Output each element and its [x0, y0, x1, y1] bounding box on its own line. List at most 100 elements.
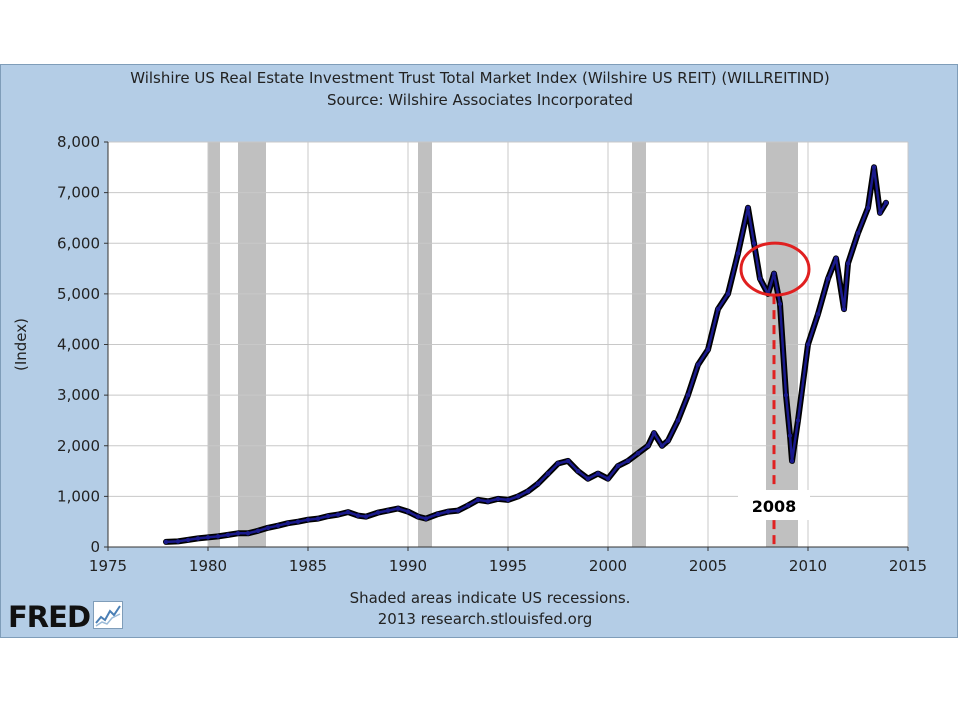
- data-point: [295, 519, 301, 524]
- data-point: [195, 536, 201, 541]
- data-point: [255, 528, 261, 533]
- data-point: [883, 200, 889, 205]
- data-point: [825, 276, 831, 281]
- data-point: [415, 514, 421, 519]
- annotation-label: 2008: [752, 497, 797, 516]
- data-point: [555, 461, 561, 466]
- data-point: [833, 256, 839, 261]
- data-point: [285, 521, 291, 526]
- x-tick-label: 1985: [289, 557, 327, 575]
- data-point: [375, 510, 381, 515]
- data-point: [751, 241, 757, 246]
- fred-logo[interactable]: FRED: [8, 600, 124, 634]
- data-point: [787, 433, 793, 438]
- data-point: [455, 508, 461, 513]
- data-point: [163, 539, 169, 545]
- data-point: [625, 458, 631, 464]
- data-point: [215, 534, 221, 539]
- x-tick-label: 2015: [889, 557, 927, 575]
- data-point: [745, 205, 751, 211]
- data-point: [545, 471, 551, 476]
- y-tick-label: 6,000: [57, 234, 100, 252]
- y-tick-label: 7,000: [57, 184, 100, 202]
- data-point: [423, 516, 429, 521]
- y-tick-label: 2,000: [57, 437, 100, 455]
- data-point: [757, 276, 763, 281]
- data-point: [735, 251, 741, 256]
- data-point: [659, 443, 665, 448]
- chart-subtitle: Source: Wilshire Associates Incorporated: [326, 91, 634, 109]
- data-point: [771, 271, 777, 276]
- data-point: [495, 496, 501, 502]
- data-point: [605, 476, 611, 481]
- data-point: [325, 513, 331, 519]
- fred-logo-text: FRED: [8, 600, 91, 634]
- data-point: [335, 512, 341, 517]
- data-point: [465, 503, 471, 508]
- x-tick-label: 2005: [689, 557, 727, 575]
- data-point: [345, 509, 351, 515]
- recession-note: Shaded areas indicate US recessions.: [349, 589, 631, 607]
- line-chart-icon: [93, 601, 124, 633]
- data-point: [705, 347, 711, 352]
- data-point: [575, 468, 581, 474]
- data-point: [395, 506, 401, 511]
- x-tick-label: 2010: [789, 557, 827, 575]
- data-point: [445, 509, 451, 514]
- data-point: [675, 418, 681, 423]
- data-point: [805, 342, 811, 347]
- data-point: [485, 499, 491, 504]
- data-point: [235, 531, 241, 536]
- data-point: [871, 165, 877, 170]
- data-point: [855, 230, 861, 236]
- data-point: [515, 494, 521, 499]
- data-point: [245, 531, 251, 536]
- data-point: [355, 513, 361, 518]
- data-point: [385, 508, 391, 513]
- data-point: [565, 458, 571, 464]
- y-tick-label: 8,000: [57, 133, 100, 151]
- data-point: [363, 514, 369, 519]
- data-point: [175, 539, 181, 544]
- data-point: [645, 443, 651, 448]
- data-point: [841, 306, 847, 312]
- x-tick-label: 1975: [89, 557, 127, 575]
- data-point: [877, 210, 883, 216]
- data-point: [665, 438, 671, 443]
- data-point: [585, 476, 591, 481]
- data-point: [789, 458, 795, 464]
- y-tick-label: 3,000: [57, 386, 100, 404]
- data-point: [305, 517, 311, 522]
- data-point: [777, 301, 783, 307]
- x-tick-label: 1980: [189, 557, 227, 575]
- data-point: [475, 497, 481, 503]
- data-point: [725, 291, 731, 297]
- data-point: [185, 537, 191, 543]
- data-point: [865, 205, 871, 211]
- data-point: [525, 489, 531, 494]
- data-point: [265, 525, 271, 530]
- y-tick-label: 4,000: [57, 336, 100, 354]
- data-point: [695, 362, 701, 367]
- data-point: [205, 535, 211, 540]
- data-point: [225, 532, 231, 538]
- data-point: [435, 511, 441, 517]
- y-tick-label: 1,000: [57, 487, 100, 505]
- data-point: [715, 306, 721, 312]
- y-tick-label: 5,000: [57, 285, 100, 303]
- chart-title: Wilshire US Real Estate Investment Trust…: [130, 69, 830, 87]
- x-tick-label: 1995: [489, 557, 527, 575]
- data-point: [845, 261, 851, 266]
- data-point: [783, 392, 789, 398]
- data-point: [275, 523, 281, 528]
- footer-source: 2013 research.stlouisfed.org: [377, 610, 593, 628]
- data-point: [635, 451, 641, 456]
- data-point: [595, 471, 601, 476]
- y-axis-label: (Index): [12, 318, 30, 371]
- annotation-label-box: [738, 490, 810, 520]
- data-point: [405, 509, 411, 514]
- data-point: [615, 463, 621, 469]
- data-point: [795, 418, 801, 423]
- data-point: [505, 497, 511, 503]
